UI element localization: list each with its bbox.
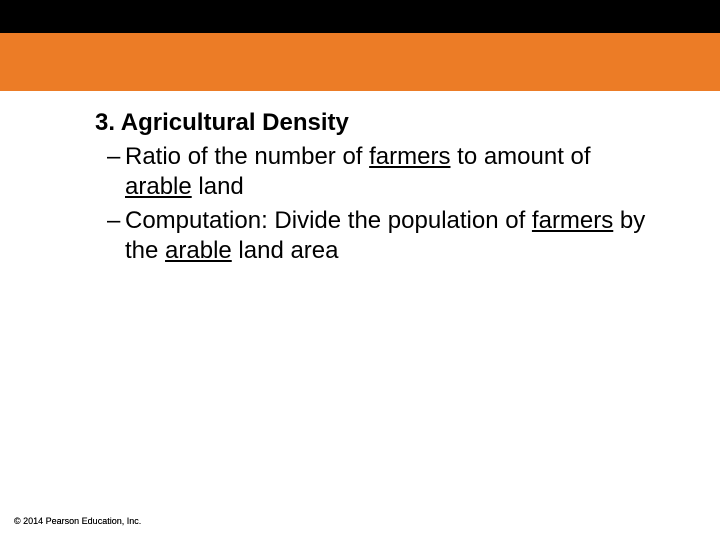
heading: 3. Agricultural Density [95,108,655,138]
bullet-text-underlined: farmers [532,207,613,234]
bullet-text-seg: Ratio of the number of [125,143,369,170]
bullet-text-seg: to amount of [450,143,590,170]
top-black-bar [0,0,720,33]
top-orange-bar [0,33,720,91]
heading-number: 3. [95,109,115,136]
bullet-text-underlined: arable [125,173,192,200]
bullet-dash: – [107,206,125,236]
bullet-text-underlined: farmers [369,143,450,170]
footer-stack: © 2014 Pearson Education, Inc. © 2014 Pe… [14,516,141,526]
bullet-text-underlined: arable [165,237,232,264]
heading-title: Agricultural Density [121,109,349,136]
slide: 3. Agricultural Density –Ratio of the nu… [0,0,720,540]
footer-text-b: © 2014 Pearson Education, Inc. [14,516,141,526]
content-area: 3. Agricultural Density –Ratio of the nu… [95,108,655,270]
bullet-text-seg: Computation: Divide the population of [125,207,532,234]
bullet-item: –Ratio of the number of farmers to amoun… [95,142,655,202]
bullet-text-seg: land area [232,237,339,264]
bullet-text-seg: land [192,173,244,200]
bullet-item: –Computation: Divide the population of f… [95,206,655,266]
copyright-footer: © 2014 Pearson Education, Inc. © 2014 Pe… [14,516,141,526]
bullet-dash: – [107,142,125,172]
